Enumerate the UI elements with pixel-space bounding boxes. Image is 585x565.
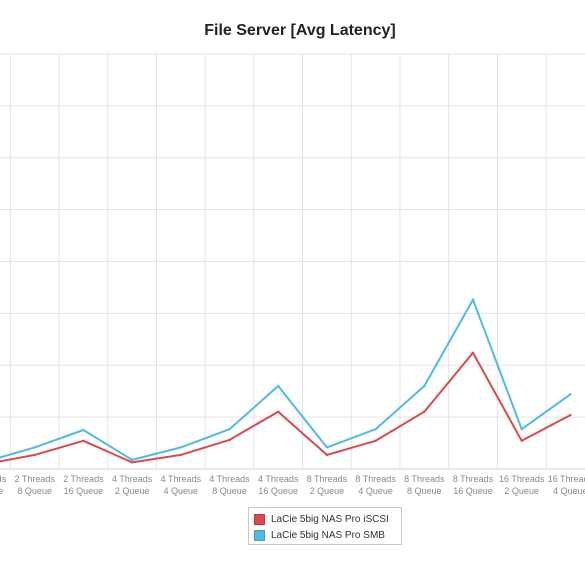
data-point[interactable]	[569, 393, 572, 396]
data-point[interactable]	[520, 439, 523, 442]
x-tick-label-line: 16 Threads	[548, 474, 585, 484]
data-point[interactable]	[228, 438, 231, 442]
x-tick-label: 4 Threads 8 Queue	[209, 474, 250, 496]
data-point[interactable]	[82, 428, 85, 432]
x-tick-label-line: 4 Threads	[112, 474, 153, 484]
data-point[interactable]	[325, 453, 329, 457]
data-point[interactable]	[33, 446, 36, 449]
x-tick-label-line: 2 Queue	[504, 486, 539, 496]
x-tick-label-line: 8 Threads	[453, 474, 494, 484]
data-point[interactable]	[277, 410, 280, 413]
chart-grid	[0, 53, 585, 470]
x-tick-label-line: 2 Queue	[0, 486, 3, 496]
x-tick-label-line: 4 Queue	[164, 486, 199, 496]
data-point[interactable]	[277, 384, 280, 388]
data-point[interactable]	[228, 427, 231, 431]
x-tick-label: 4 Threads 4 Queue	[161, 474, 202, 496]
data-point[interactable]	[471, 298, 475, 301]
x-tick-label-line: 8 Threads	[307, 474, 348, 484]
x-tick-label: 4 Threads 2 Queue	[112, 474, 153, 496]
legend-item-smb[interactable]: LaCie 5big NAS Pro SMB	[254, 527, 396, 543]
x-tick-label-line: 8 Queue	[17, 486, 52, 496]
data-point[interactable]	[325, 446, 329, 449]
data-point[interactable]	[423, 410, 426, 413]
x-tick-label: 8 Threads 16 Queue	[453, 474, 494, 496]
x-tick-label: 2 Threads 2 Queue	[0, 474, 7, 496]
chart-legend: LaCie 5big NAS Pro iSCSI LaCie 5big NAS …	[248, 507, 402, 545]
x-tick-label-line: 8 Threads	[404, 474, 445, 484]
x-tick-label-line: 2 Threads	[63, 474, 104, 484]
chart-title: File Server [Avg Latency]	[204, 22, 395, 39]
data-point[interactable]	[471, 351, 475, 354]
legend-item-iscsi[interactable]: LaCie 5big NAS Pro iSCSI	[254, 511, 396, 527]
x-tick-label: 2 Threads 8 Queue	[15, 474, 56, 496]
x-tick-label: 8 Threads 4 Queue	[355, 474, 396, 496]
x-tick-label: 16 Threads 2 Queue	[499, 474, 545, 496]
x-tick-label: 8 Threads 8 Queue	[404, 474, 445, 496]
legend-swatch	[254, 513, 265, 525]
x-tick-label: 16 Threads 4 Queue	[548, 474, 585, 496]
x-tick-label-line: 16 Queue	[64, 486, 104, 496]
x-tick-label-line: 16 Queue	[453, 486, 493, 496]
x-tick-label: 2 Threads 16 Queue	[63, 474, 104, 496]
series-line-smb	[0, 298, 571, 461]
x-tick-label-line: 2 Threads	[0, 474, 7, 484]
data-point[interactable]	[374, 439, 377, 442]
series-line-iscsi	[0, 351, 571, 464]
data-point[interactable]	[82, 439, 85, 442]
x-tick-label: 8 Threads 2 Queue	[307, 474, 348, 496]
x-tick-label-line: 16 Queue	[258, 486, 298, 496]
data-point[interactable]	[520, 427, 523, 431]
data-point[interactable]	[374, 427, 377, 431]
legend-label: LaCie 5big NAS Pro iSCSI	[271, 513, 389, 525]
x-tick-label-line: 8 Queue	[407, 486, 442, 496]
x-tick-label-line: 4 Threads	[161, 474, 202, 484]
x-tick-label-line: 2 Queue	[115, 486, 150, 496]
x-tick-label: 4 Threads 16 Queue	[258, 474, 299, 496]
x-tick-label-line: 4 Threads	[258, 474, 299, 484]
x-tick-label-line: 4 Queue	[358, 486, 393, 496]
chart-series	[0, 298, 572, 464]
data-point[interactable]	[130, 458, 134, 462]
x-tick-label-line: 8 Queue	[212, 486, 247, 496]
data-point[interactable]	[569, 413, 572, 417]
x-tick-label-line: 4 Queue	[553, 486, 585, 496]
x-tick-label-line: 2 Threads	[15, 474, 56, 484]
x-tick-label-line: 8 Threads	[355, 474, 396, 484]
data-point[interactable]	[179, 453, 182, 457]
data-point[interactable]	[33, 453, 36, 457]
legend-swatch	[254, 529, 265, 541]
data-point[interactable]	[130, 461, 134, 464]
x-tick-label-line: 16 Threads	[499, 474, 545, 484]
x-tick-label-line: 4 Threads	[209, 474, 250, 484]
legend-label: LaCie 5big NAS Pro SMB	[271, 529, 385, 541]
data-point[interactable]	[423, 384, 426, 388]
data-point[interactable]	[179, 446, 182, 449]
x-tick-label-line: 2 Queue	[310, 486, 345, 496]
